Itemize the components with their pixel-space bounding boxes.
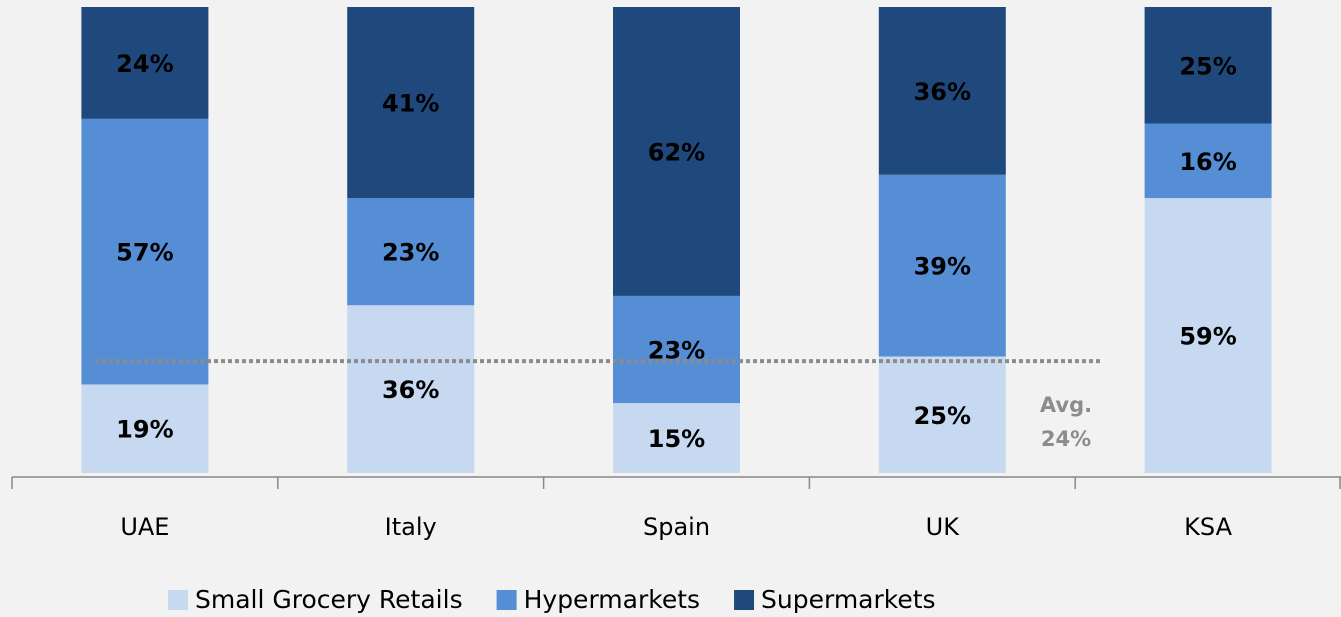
value-label: 36% bbox=[382, 376, 439, 404]
bar-segment bbox=[1144, 198, 1272, 473]
value-label: 39% bbox=[914, 253, 971, 281]
legend-label: Small Grocery Retails bbox=[195, 585, 463, 614]
value-label: 41% bbox=[382, 90, 439, 118]
bar-segment bbox=[878, 174, 1006, 357]
bar-segment bbox=[81, 7, 209, 119]
value-label: 36% bbox=[914, 78, 971, 106]
value-label: 62% bbox=[648, 138, 705, 166]
bar-segment bbox=[1144, 7, 1272, 124]
bar-segment bbox=[1144, 123, 1272, 199]
legend-swatch bbox=[496, 590, 517, 610]
bar-segment bbox=[347, 305, 475, 473]
bar-segment bbox=[613, 403, 740, 473]
bar-segment bbox=[878, 356, 1006, 473]
bar-segment bbox=[878, 7, 1006, 175]
x-tick-label: KSA bbox=[1184, 513, 1232, 541]
value-label: 19% bbox=[116, 416, 173, 444]
legend-swatch bbox=[734, 590, 755, 610]
reference-value-label: 24% bbox=[1041, 427, 1091, 451]
value-label: 57% bbox=[116, 239, 173, 267]
x-tick-label: Italy bbox=[385, 513, 437, 541]
x-tick-label: Spain bbox=[643, 513, 710, 541]
legend-swatch bbox=[168, 590, 188, 610]
bar-segment bbox=[613, 295, 740, 404]
reference-label: Avg. bbox=[1040, 393, 1092, 417]
value-label: 59% bbox=[1179, 323, 1236, 351]
value-label: 24% bbox=[116, 50, 173, 78]
legend-label: Hypermarkets bbox=[524, 585, 700, 614]
value-label: 16% bbox=[1179, 148, 1236, 176]
bar-segment bbox=[81, 384, 209, 473]
value-label: 15% bbox=[648, 425, 705, 453]
legend-label: Supermarkets bbox=[761, 585, 936, 614]
value-label: 23% bbox=[382, 239, 439, 267]
x-tick-label: UK bbox=[926, 513, 961, 541]
value-label: 25% bbox=[1179, 52, 1236, 80]
bar-segment bbox=[613, 7, 740, 296]
bar-segment bbox=[81, 118, 209, 385]
value-label: 25% bbox=[914, 402, 971, 430]
bar-segment bbox=[347, 198, 475, 306]
bar-segment bbox=[347, 7, 475, 199]
x-tick-label: UAE bbox=[120, 513, 169, 541]
